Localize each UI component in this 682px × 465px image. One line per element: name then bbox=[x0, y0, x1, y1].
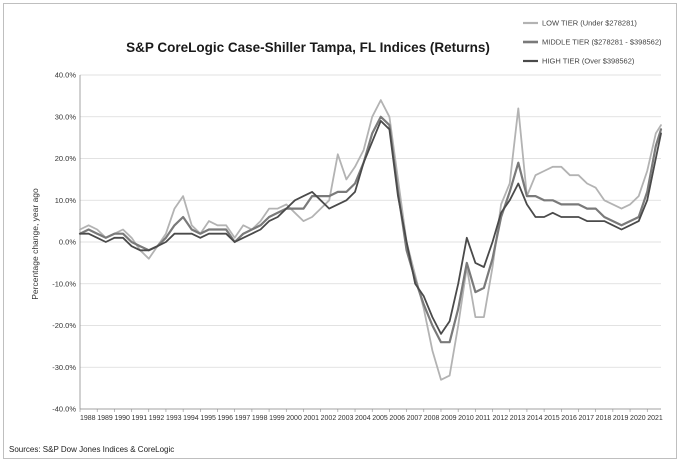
source-note: Sources: S&P Dow Jones Indices & CoreLog… bbox=[9, 445, 174, 454]
y-tick-label: 40.0% bbox=[55, 71, 77, 80]
x-tick-label: 1991 bbox=[132, 415, 148, 422]
x-tick-label: 1993 bbox=[166, 415, 182, 422]
x-tick-label: 2011 bbox=[475, 415, 490, 422]
y-axis-label: Percentage change, year ago bbox=[30, 188, 40, 300]
x-tick-label: 1998 bbox=[252, 415, 268, 422]
series-line-2 bbox=[78, 115, 663, 344]
x-tick-label: 2013 bbox=[510, 415, 526, 422]
series-line-3 bbox=[79, 120, 662, 335]
chart-frame: S&P CoreLogic Case-Shiller Tampa, FL Ind… bbox=[3, 3, 677, 459]
x-tick-label: 1994 bbox=[183, 415, 199, 422]
x-tick-label: 2016 bbox=[561, 415, 577, 422]
y-tick-label: -30.0% bbox=[52, 363, 76, 372]
y-tick-label: 0.0% bbox=[59, 238, 76, 247]
y-tick-label: 20.0% bbox=[55, 154, 77, 163]
x-tick-label: 1995 bbox=[200, 415, 216, 422]
x-tick-label: 2019 bbox=[613, 415, 629, 422]
x-tick-label: 2010 bbox=[458, 415, 474, 422]
y-tick-label: -10.0% bbox=[52, 279, 76, 288]
x-tick-label: 2002 bbox=[321, 415, 337, 422]
x-tick-label: 1989 bbox=[97, 415, 113, 422]
x-tick-label: 1988 bbox=[80, 415, 96, 422]
legend-label: MIDDLE TIER ($278281 - $398562) bbox=[542, 38, 662, 47]
y-tick-label: 10.0% bbox=[55, 196, 77, 205]
x-tick-label: 2009 bbox=[441, 415, 457, 422]
x-tick-label: 2014 bbox=[527, 415, 543, 422]
x-tick-label: 2007 bbox=[407, 415, 423, 422]
y-tick-label: -20.0% bbox=[52, 321, 76, 330]
y-tick-label: 30.0% bbox=[55, 112, 77, 121]
legend-label: LOW TIER (Under $278281) bbox=[542, 19, 637, 28]
y-tick-label: -40.0% bbox=[52, 405, 76, 414]
axis-layer: 40.0% 30.0% 20.0% 10.0% 0.0% -10.0% -20.0% -30.… bbox=[52, 71, 663, 423]
legend-label: HIGH TIER (Over $398562) bbox=[542, 57, 635, 66]
x-tick-label: 2001 bbox=[303, 415, 319, 422]
x-tick-label: 2020 bbox=[630, 415, 646, 422]
x-tick-label: 2006 bbox=[389, 415, 405, 422]
x-tick-label: 2004 bbox=[355, 415, 371, 422]
x-tick-label: 1990 bbox=[114, 415, 130, 422]
x-tick-label: 2021 bbox=[647, 415, 663, 422]
chart-title: S&P CoreLogic Case-Shiller Tampa, FL Ind… bbox=[126, 40, 490, 55]
x-tick-label: 2005 bbox=[372, 415, 388, 422]
x-tick-label: 1999 bbox=[269, 415, 285, 422]
x-tick-label: 1997 bbox=[235, 415, 251, 422]
x-tick-label: 2012 bbox=[493, 415, 509, 422]
x-tick-label: 2003 bbox=[338, 415, 354, 422]
x-tick-label: 2017 bbox=[578, 415, 594, 422]
series-line-1 bbox=[79, 99, 662, 381]
x-tick-label: 2018 bbox=[596, 415, 612, 422]
x-tick-label: 1992 bbox=[149, 415, 165, 422]
x-tick-label: 2000 bbox=[286, 415, 302, 422]
legend: LOW TIER (Under $278281) MIDDLE TIER ($27… bbox=[523, 19, 662, 66]
x-tick-label: 2015 bbox=[544, 415, 560, 422]
chart-svg: S&P CoreLogic Case-Shiller Tampa, FL Ind… bbox=[9, 19, 663, 455]
x-tick-label: 1996 bbox=[218, 415, 234, 422]
x-tick-label: 2008 bbox=[424, 415, 440, 422]
series-layer bbox=[78, 99, 663, 381]
